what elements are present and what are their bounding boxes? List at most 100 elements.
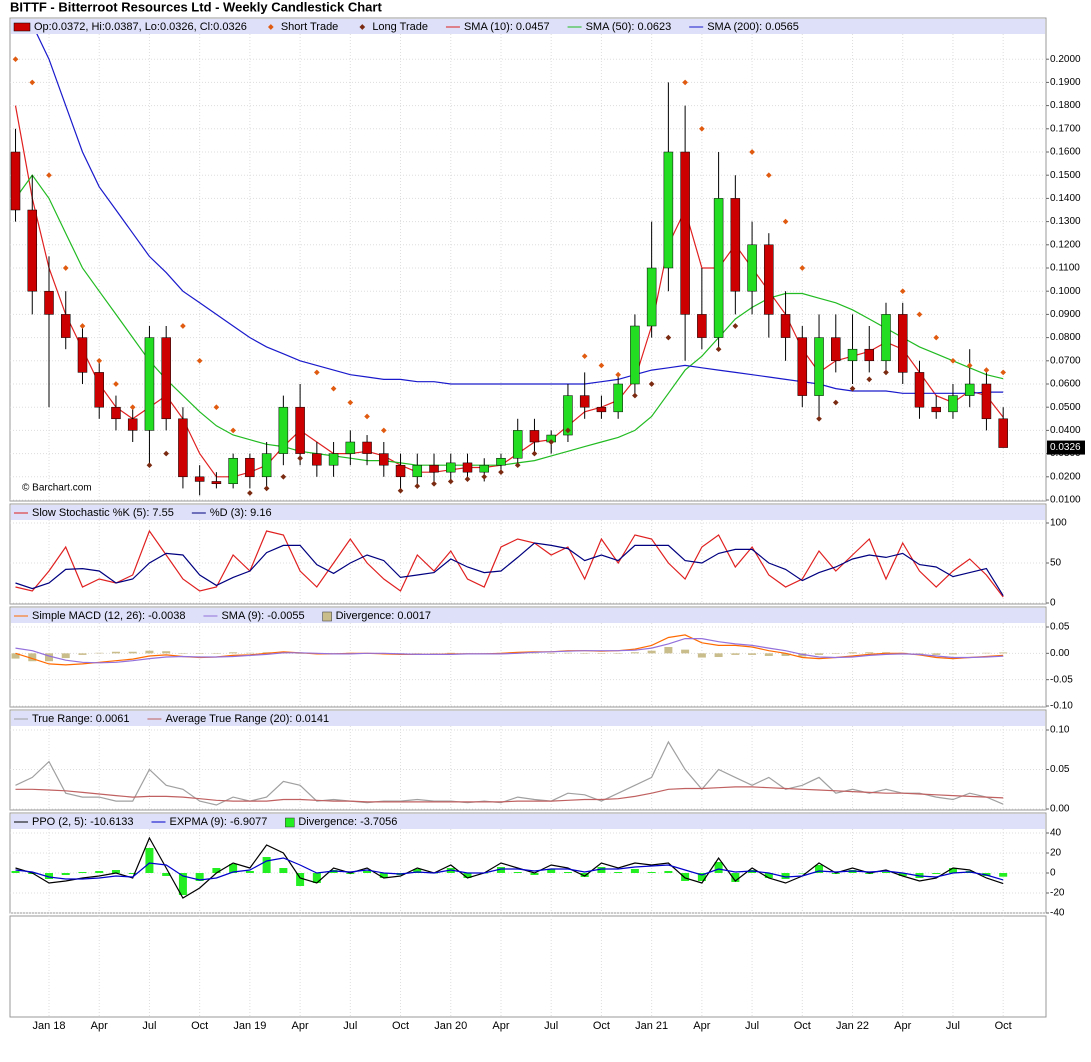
- candle-body: [161, 337, 171, 420]
- x-tick-label: Apr: [894, 1020, 911, 1032]
- histogram-bar: [882, 872, 890, 873]
- histogram-bar: [496, 867, 505, 873]
- histogram-bar: [614, 872, 623, 873]
- candle-body: [864, 348, 875, 362]
- candle-body: [312, 453, 322, 466]
- histogram-bar: [697, 873, 706, 881]
- candle-body: [77, 337, 88, 373]
- candle-body: [295, 406, 305, 454]
- indicator-line: [15, 786, 1004, 803]
- legend-label: SMA (10): 0.0457: [464, 21, 550, 33]
- candle-body: [27, 209, 38, 292]
- sar-marker: [62, 265, 69, 271]
- histogram-bar: [229, 652, 238, 654]
- sar-marker: [180, 323, 186, 329]
- x-tick-label: Oct: [191, 1020, 208, 1032]
- histogram-bar: [530, 873, 539, 875]
- sar-marker: [799, 265, 806, 271]
- candle-body: [228, 457, 238, 485]
- candle-body: [362, 441, 372, 454]
- y-tick-label: 0.1400: [1050, 193, 1081, 204]
- x-tick-label: Jan 20: [434, 1020, 467, 1032]
- histogram-bar: [563, 872, 572, 873]
- legend-label: Slow Stochastic %K (5): 7.55: [32, 507, 174, 519]
- histogram-bar: [162, 651, 171, 654]
- histogram-bar: [95, 871, 104, 873]
- candle-body: [429, 464, 439, 473]
- y-tick-label: 0.1600: [1050, 147, 1081, 158]
- histogram-bar: [764, 653, 773, 656]
- y-tick-label: 100: [1050, 518, 1067, 529]
- sar-marker: [816, 415, 822, 422]
- histogram-bar: [932, 873, 941, 874]
- x-tick-label: Jul: [142, 1020, 156, 1032]
- y-tick-label: 0.05: [1050, 764, 1070, 775]
- candle-body: [345, 441, 356, 454]
- plot-area: [11, 634, 1008, 666]
- histogram-bar: [128, 651, 137, 654]
- indicator-line: [36, 34, 1004, 394]
- histogram-bar: [11, 653, 20, 659]
- histogram-bar: [999, 652, 1008, 654]
- y-tick-label: -20: [1050, 888, 1065, 899]
- sar-marker: [146, 462, 153, 469]
- histogram-bar: [948, 868, 957, 873]
- sar-marker: [481, 473, 488, 480]
- y-tick-label: 0: [1050, 868, 1056, 879]
- histogram-bar: [630, 652, 639, 654]
- x-tick-label: Apr: [91, 1020, 108, 1032]
- x-tick-label: Jul: [544, 1020, 558, 1032]
- sar-marker: [447, 478, 454, 485]
- histogram-bar: [731, 873, 740, 882]
- candle-body: [563, 395, 573, 436]
- sar-marker: [498, 469, 504, 475]
- y-tick-label: -0.10: [1050, 701, 1073, 712]
- candle-body: [462, 462, 473, 473]
- histogram-bar: [296, 873, 305, 886]
- candle-body: [529, 430, 540, 443]
- histogram-bar: [815, 653, 824, 655]
- y-tick-label: 0.00: [1050, 648, 1070, 659]
- y-tick-label: 0.0600: [1050, 379, 1081, 390]
- legend-swatch: [285, 817, 295, 828]
- histogram-bar: [547, 869, 556, 873]
- y-tick-label: 0.1300: [1050, 216, 1081, 227]
- legend-swatch: [267, 24, 274, 30]
- sar-marker: [330, 385, 337, 392]
- histogram-bar: [681, 873, 690, 881]
- y-tick-label: 0.0500: [1050, 402, 1081, 413]
- sar-marker: [263, 485, 270, 492]
- legend-swatch: [359, 24, 366, 30]
- legend-label: True Range: 0.0061: [32, 713, 129, 725]
- sar-marker: [899, 288, 906, 295]
- candle-body: [579, 395, 590, 408]
- last-price-label: 0.0326: [1050, 442, 1081, 453]
- histogram-bar: [580, 873, 589, 877]
- y-tick-label: 0.0200: [1050, 471, 1081, 482]
- candle-body: [395, 464, 406, 478]
- sar-marker: [531, 450, 538, 457]
- histogram-bar: [178, 873, 187, 895]
- histogram-bar: [463, 873, 472, 878]
- y-tick-label: 0.0400: [1050, 425, 1081, 436]
- candle-body: [44, 290, 54, 315]
- y-tick-label: 20: [1050, 848, 1062, 859]
- histogram-bar: [865, 652, 874, 654]
- sar-marker: [364, 413, 370, 420]
- sar-marker: [883, 369, 889, 376]
- histogram-bar: [111, 651, 120, 654]
- histogram-bar: [11, 871, 20, 873]
- sar-marker: [414, 483, 421, 489]
- x-tick-label: Jan 22: [836, 1020, 869, 1032]
- x-tick-label: Jul: [343, 1020, 357, 1032]
- candle-body: [211, 481, 222, 485]
- sar-marker: [79, 323, 86, 329]
- y-tick-label: 0.1900: [1050, 77, 1081, 88]
- legend-label: SMA (50): 0.0623: [586, 21, 672, 33]
- legend-bar: [11, 711, 1045, 726]
- candle-body: [630, 325, 640, 385]
- candle-body: [178, 418, 188, 478]
- histogram-bar: [697, 653, 706, 658]
- last-price-box: [1047, 440, 1085, 455]
- panel: [9, 17, 1047, 502]
